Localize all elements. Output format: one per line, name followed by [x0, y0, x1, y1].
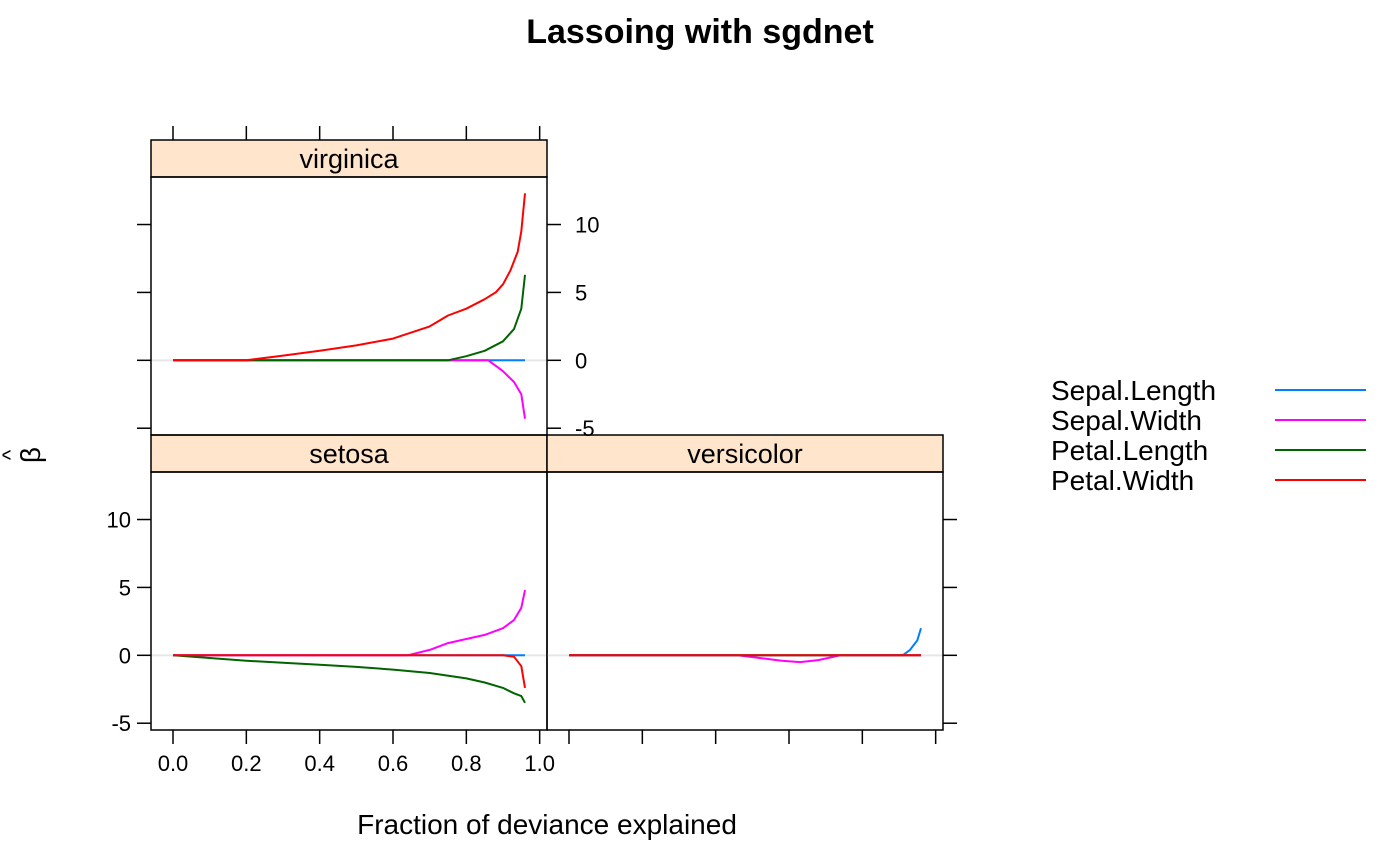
frame-setosa [150, 471, 548, 731]
x-tick-label: 0.0 [158, 751, 189, 776]
panel-versicolor: versicolor [546, 434, 944, 731]
y-tick-label: 5 [575, 280, 587, 305]
legend: Sepal.LengthSepal.WidthPetal.LengthPetal… [1051, 375, 1366, 496]
panel-setosa: setosa [150, 434, 548, 731]
panel-virginica: virginica [150, 139, 548, 436]
strip-versicolor [546, 434, 944, 473]
line-setosa-petal-length [172, 654, 526, 704]
x-tick-label: 1.0 [524, 751, 555, 776]
legend-label-sepal-length: Sepal.Length [1051, 375, 1216, 406]
strip-label-setosa: setosa [309, 439, 390, 469]
y-tick-label: 0 [575, 348, 587, 373]
y-axis-label-hat: ^ [0, 449, 23, 460]
x-tick-label: 0.8 [451, 751, 482, 776]
line-virginica-sepal-width [173, 359, 526, 419]
y-tick-label: -5 [575, 416, 595, 441]
series-group-virginica [173, 193, 526, 419]
y-axis-label: β [15, 447, 46, 463]
x-tick-label: 0.6 [378, 751, 409, 776]
series-group-versicolor [569, 627, 922, 664]
strip-virginica [150, 139, 548, 178]
line-virginica-petal-length [173, 274, 526, 362]
line-versicolor-sepal-length [569, 627, 922, 657]
strip-label-versicolor: versicolor [687, 439, 803, 469]
y-tick-label: 0 [119, 643, 131, 668]
frame-versicolor [546, 471, 944, 731]
panels-layer: setosa versicolor virginica [150, 139, 944, 731]
line-versicolor-sepal-width [569, 654, 921, 664]
y-tick-label: 10 [575, 213, 599, 238]
legend-label-petal-length: Petal.Length [1051, 435, 1208, 466]
x-tick-label: 0.2 [231, 751, 262, 776]
x-tick-label: 0.4 [304, 751, 335, 776]
line-virginica-petal-width [173, 193, 526, 362]
axes-layer: 0.0 0.2 0.4 0.6 0.8 1.0 -5 0 5 10 -5 0 5 10 [107, 126, 957, 776]
x-axis-label: Fraction of deviance explained [357, 809, 737, 840]
frame-virginica [150, 176, 548, 436]
y-axis-title: β ^ [0, 447, 46, 463]
chart-title: Lassoing with sgdnet [526, 13, 874, 51]
line-setosa-petal-width [173, 654, 526, 689]
series-group-setosa [172, 589, 526, 704]
y-tick-label: 10 [107, 508, 131, 533]
strip-label-virginica: virginica [299, 144, 399, 174]
y-tick-label: 5 [119, 575, 131, 600]
legend-label-sepal-width: Sepal.Width [1051, 405, 1202, 436]
line-setosa-sepal-width [173, 589, 526, 657]
y-tick-label: -5 [111, 711, 131, 736]
legend-label-petal-width: Petal.Width [1051, 465, 1194, 496]
